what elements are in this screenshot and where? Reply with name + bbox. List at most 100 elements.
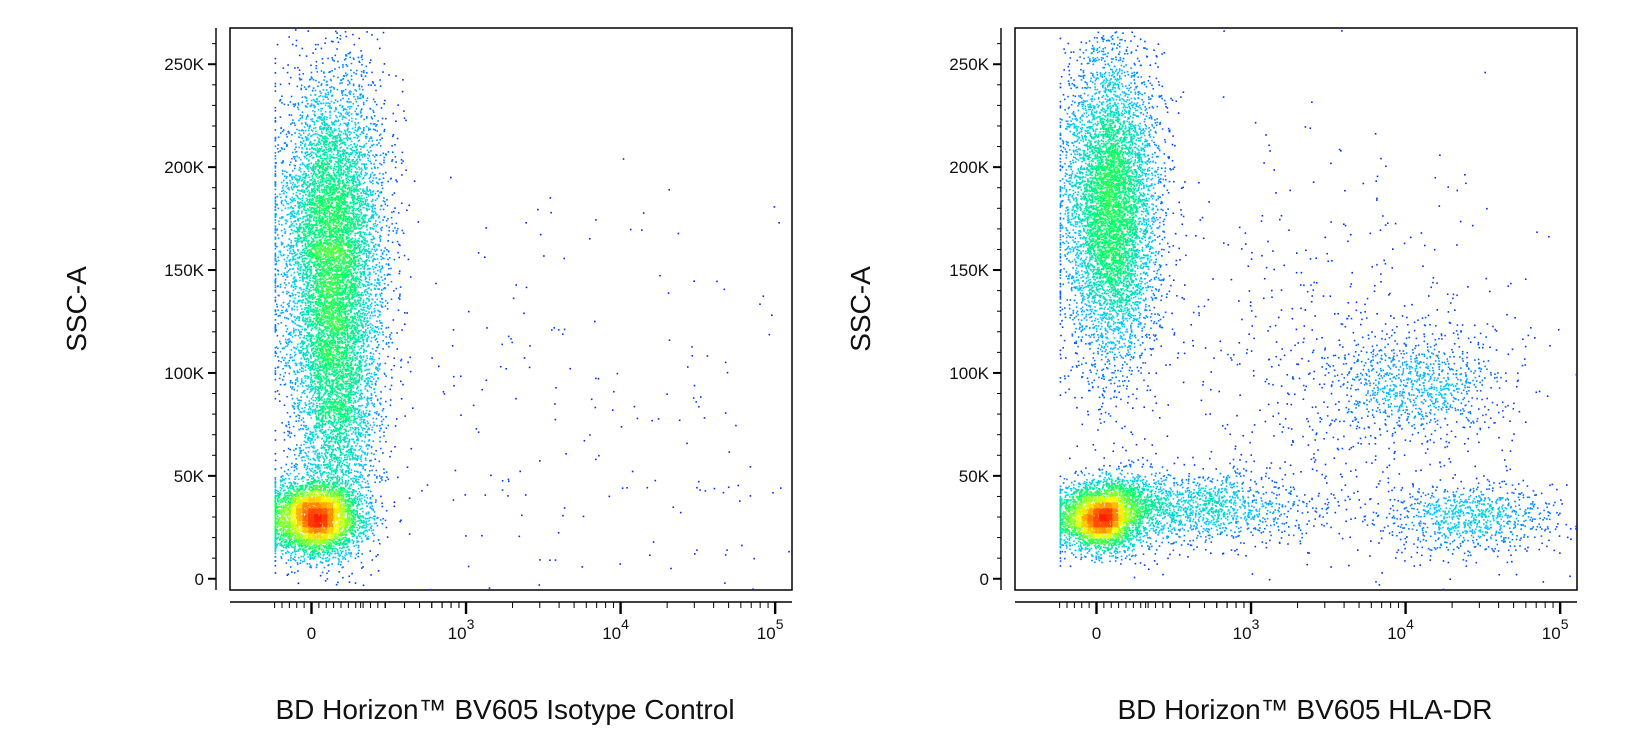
event-dot — [332, 458, 335, 460]
event-dot — [357, 411, 360, 414]
event-dot — [370, 490, 372, 493]
event-dot — [749, 495, 752, 497]
event-dot — [297, 235, 299, 238]
event-dot — [369, 146, 372, 149]
event-dot — [366, 497, 369, 499]
event-dot — [304, 269, 306, 272]
event-dot — [283, 359, 285, 362]
event-dot — [345, 450, 348, 453]
event-dot — [322, 102, 325, 105]
event-dot — [370, 446, 373, 449]
event-dot — [364, 323, 367, 325]
event-dot — [315, 566, 318, 569]
event-dot — [283, 404, 286, 406]
event-dot — [376, 144, 378, 146]
event-dot — [317, 392, 319, 395]
event-dot — [287, 187, 289, 190]
event-dot — [724, 582, 726, 584]
event-dot — [370, 328, 373, 331]
event-dot — [313, 447, 315, 449]
event-dot — [341, 476, 344, 478]
event-dot — [383, 161, 385, 164]
event-dot — [340, 113, 342, 115]
event-dot — [323, 71, 325, 73]
event-dot — [311, 381, 314, 384]
event-dot — [310, 154, 313, 156]
event-dot — [352, 494, 354, 497]
event-dot — [362, 344, 365, 347]
event-dot — [374, 335, 376, 337]
event-dot — [307, 359, 310, 361]
event-dot — [281, 224, 283, 226]
event-dot — [307, 115, 309, 118]
event-dot — [365, 142, 368, 145]
event-dot — [363, 126, 365, 129]
event-dot — [333, 437, 335, 440]
event-dot — [361, 204, 364, 206]
event-dot — [333, 476, 335, 479]
event-dot — [352, 431, 355, 433]
event-dot — [299, 163, 302, 166]
event-dot — [305, 424, 308, 427]
event-dot — [334, 119, 337, 122]
event-dot — [356, 271, 359, 273]
event-dot — [331, 422, 334, 424]
event-dot — [370, 302, 373, 305]
event-dot — [370, 217, 372, 219]
event-dot — [274, 477, 277, 479]
event-dot — [501, 489, 504, 491]
event-dot — [333, 141, 335, 144]
event-dot — [302, 194, 304, 197]
event-dot — [319, 470, 321, 472]
event-dot — [284, 357, 286, 359]
event-dot — [305, 293, 307, 295]
event-dot — [284, 546, 287, 549]
event-dot — [393, 501, 396, 503]
event-dot — [396, 230, 398, 232]
event-dot — [365, 244, 368, 247]
event-dot — [589, 238, 591, 240]
event-dot — [355, 463, 358, 465]
event-dot — [305, 328, 307, 331]
event-dot — [356, 358, 359, 360]
event-dot — [366, 284, 369, 286]
event-dot — [374, 243, 377, 246]
event-dot — [307, 291, 310, 293]
event-dot — [338, 134, 340, 136]
event-dot — [306, 114, 309, 116]
event-dot — [382, 418, 385, 421]
event-dot — [307, 125, 309, 127]
event-dot — [303, 443, 305, 446]
event-dot — [375, 555, 377, 558]
event-dot — [285, 324, 287, 327]
event-dot — [316, 466, 319, 469]
event-dot — [312, 361, 315, 363]
event-dot — [291, 546, 293, 548]
event-dot — [377, 414, 380, 416]
event-dot — [398, 256, 400, 259]
event-dot — [346, 124, 349, 126]
event-dot — [452, 329, 455, 331]
event-dot — [364, 325, 367, 327]
event-dot — [307, 134, 309, 137]
event-dot — [378, 357, 380, 360]
event-dot — [370, 352, 372, 354]
event-dot — [357, 189, 359, 191]
event-dot — [392, 230, 395, 232]
event-dot — [356, 458, 358, 460]
event-dot — [349, 108, 351, 110]
event-dot — [297, 420, 300, 422]
event-dot — [279, 342, 282, 345]
event-dot — [307, 86, 310, 88]
event-dot — [525, 286, 528, 289]
event-dot — [370, 194, 373, 197]
event-dot — [358, 540, 360, 543]
event-dot — [296, 302, 298, 305]
event-dot — [365, 99, 368, 102]
event-dot — [312, 110, 314, 112]
event-dot — [364, 163, 366, 166]
event-dot — [350, 453, 352, 456]
event-dot — [306, 184, 308, 186]
event-dot — [589, 434, 591, 436]
event-dot — [303, 424, 305, 427]
